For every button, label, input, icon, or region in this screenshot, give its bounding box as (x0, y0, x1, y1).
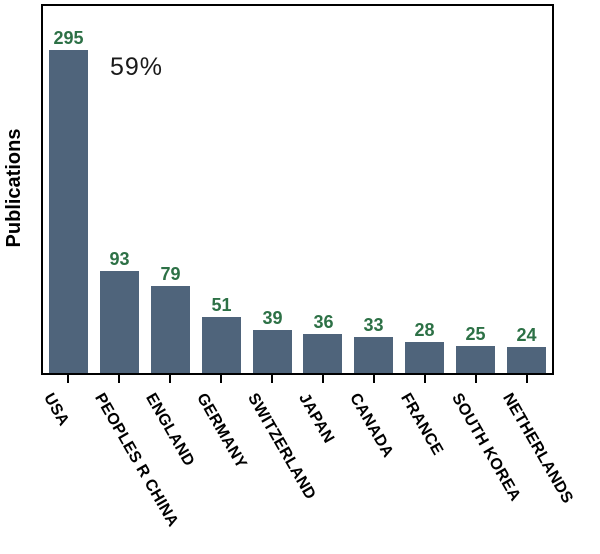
x-tick-south-korea (475, 375, 477, 383)
bar-canada (354, 337, 393, 373)
x-tick-switzerland (271, 375, 273, 383)
x-tick-japan (322, 375, 324, 383)
bar-netherlands (507, 347, 546, 373)
plot-area: 295 93 79 51 39 36 33 28 25 24 (41, 4, 554, 375)
bar-peoples-r-china (100, 271, 139, 373)
value-label-france: 28 (414, 320, 435, 340)
x-tick-france (424, 375, 426, 383)
x-tick-usa (67, 375, 69, 383)
x-label-usa: USA (40, 390, 73, 430)
value-label-canada: 33 (363, 315, 384, 335)
x-label-canada: CANADA (346, 390, 397, 461)
x-tick-netherlands (526, 375, 528, 383)
annotation-59-percent: 59% (110, 53, 164, 81)
bar-france (405, 342, 444, 373)
x-label-england: ENGLAND (142, 390, 198, 470)
x-label-germany: GERMANY (193, 390, 250, 472)
bar-usa (49, 50, 88, 373)
value-label-germany: 51 (211, 295, 232, 315)
value-label-peoples-r-china: 93 (109, 249, 130, 269)
x-tick-canada (373, 375, 375, 383)
x-label-france: FRANCE (397, 390, 447, 459)
bar-switzerland (253, 330, 292, 373)
bar-england (151, 286, 190, 373)
bar-south-korea (456, 346, 495, 373)
value-label-england: 79 (160, 264, 181, 284)
x-label-japan: JAPAN (295, 390, 338, 447)
bar-japan (303, 334, 342, 373)
value-label-switzerland: 39 (262, 308, 283, 328)
value-label-south-korea: 25 (465, 324, 486, 344)
bar-germany (202, 317, 241, 373)
x-tick-england (169, 375, 171, 383)
value-label-usa: 295 (53, 28, 84, 48)
x-tick-germany (220, 375, 222, 383)
y-axis-label: Publications (3, 128, 25, 248)
x-tick-peoples-r-china (118, 375, 120, 383)
bars-layer: 295 93 79 51 39 36 33 28 25 24 (43, 6, 552, 373)
value-label-japan: 36 (313, 312, 334, 332)
value-label-netherlands: 24 (516, 325, 537, 345)
